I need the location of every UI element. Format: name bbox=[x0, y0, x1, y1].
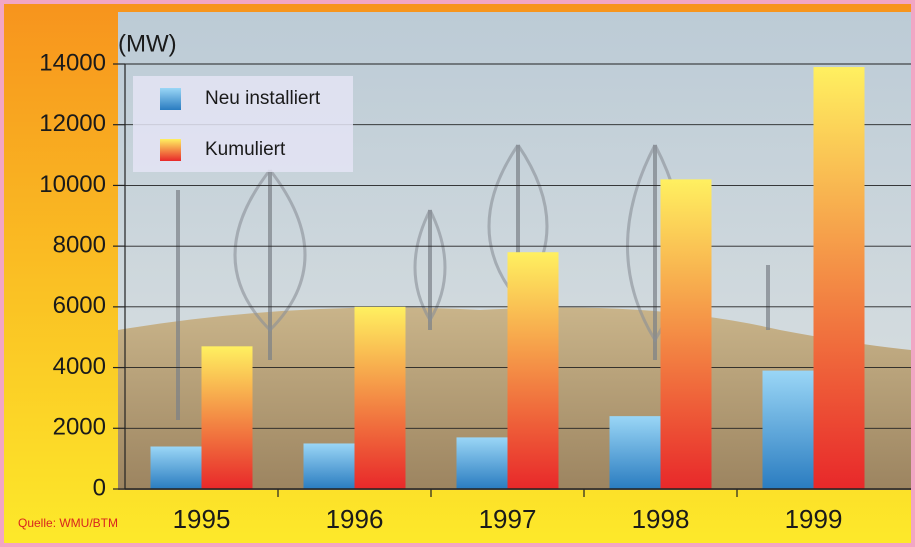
bar bbox=[661, 179, 712, 489]
legend-label: Neu installiert bbox=[205, 88, 321, 109]
x-tick-label: 1996 bbox=[326, 504, 384, 534]
bar bbox=[610, 416, 661, 489]
bar bbox=[304, 443, 355, 489]
bar bbox=[508, 252, 559, 489]
y-tick-label: 0 bbox=[93, 474, 106, 501]
x-tick-label: 1998 bbox=[632, 504, 690, 534]
bar bbox=[355, 307, 406, 489]
x-tick-label: 1997 bbox=[479, 504, 537, 534]
bar bbox=[151, 447, 202, 490]
y-tick-label: 2000 bbox=[53, 414, 106, 441]
bar bbox=[457, 437, 508, 489]
source-note: Quelle: WMU/BTM bbox=[18, 516, 118, 530]
legend-swatch bbox=[160, 88, 181, 110]
bar bbox=[763, 371, 814, 489]
bar bbox=[814, 67, 865, 489]
x-tick-label: 1995 bbox=[173, 504, 231, 534]
legend-label: Kumuliert bbox=[205, 139, 286, 160]
y-tick-label: 8000 bbox=[53, 231, 106, 258]
y-tick-label: 14000 bbox=[39, 49, 106, 76]
y-tick-label: 6000 bbox=[53, 292, 106, 319]
bar bbox=[202, 346, 253, 489]
chart: 0 2000 4000 6000 8000 10000 12000 14000 1995 1996… bbox=[0, 0, 915, 547]
y-tick-label: 10000 bbox=[39, 171, 106, 198]
y-tick-label: 4000 bbox=[53, 353, 106, 380]
x-tick-label: 1999 bbox=[785, 504, 843, 534]
unit-label: (MW) bbox=[118, 30, 177, 57]
legend-swatch bbox=[160, 139, 181, 161]
y-tick-label: 12000 bbox=[39, 110, 106, 137]
